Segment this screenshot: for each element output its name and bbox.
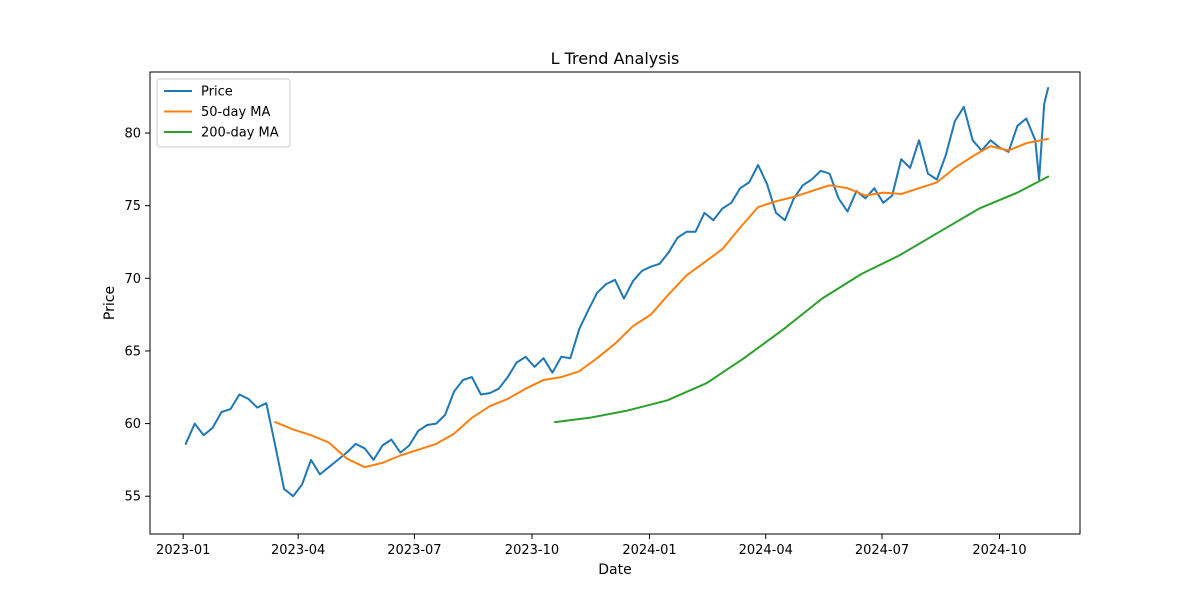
y-tick-label: 80 [124, 127, 141, 142]
legend-label-200-day-ma: 200-day MA [201, 126, 279, 141]
series-layer [184, 87, 1050, 498]
legend: Price 50-day MA 200-day MA [156, 78, 291, 148]
x-tick-label: 2023-07 [387, 543, 441, 558]
y-axis-title: Price [102, 286, 118, 320]
plot-area-frame [149, 71, 1081, 535]
x-tick-label: 2024-01 [622, 543, 676, 558]
y-tick-label: 65 [124, 344, 141, 359]
x-tick-label: 2023-10 [505, 543, 559, 558]
y-tick-label: 75 [124, 199, 141, 214]
x-tick-label: 2024-04 [739, 543, 793, 558]
x-tick-label: 2024-10 [972, 543, 1026, 558]
y-axis: 55 60 65 70 75 80 [124, 127, 150, 505]
series-line-price [184, 87, 1050, 498]
x-axis-title: Date [598, 562, 631, 578]
legend-label-50-day-ma: 50-day MA [201, 105, 270, 120]
chart-title: L Trend Analysis [551, 49, 680, 68]
y-tick-label: 70 [124, 272, 141, 287]
x-tick-label: 2023-04 [271, 543, 325, 558]
x-axis: 2023-01 2023-04 2023-07 2023-10 2024-01 2024-… [156, 534, 1027, 558]
legend-box [156, 78, 291, 148]
y-tick-label: 60 [124, 417, 141, 432]
x-tick-label: 2023-01 [156, 543, 210, 558]
legend-label-price: Price [201, 85, 233, 100]
series-line-50-day-ma [274, 137, 1050, 469]
y-tick-label: 55 [124, 490, 141, 505]
series-line-200-day-ma [554, 175, 1050, 424]
x-tick-label: 2024-07 [855, 543, 909, 558]
